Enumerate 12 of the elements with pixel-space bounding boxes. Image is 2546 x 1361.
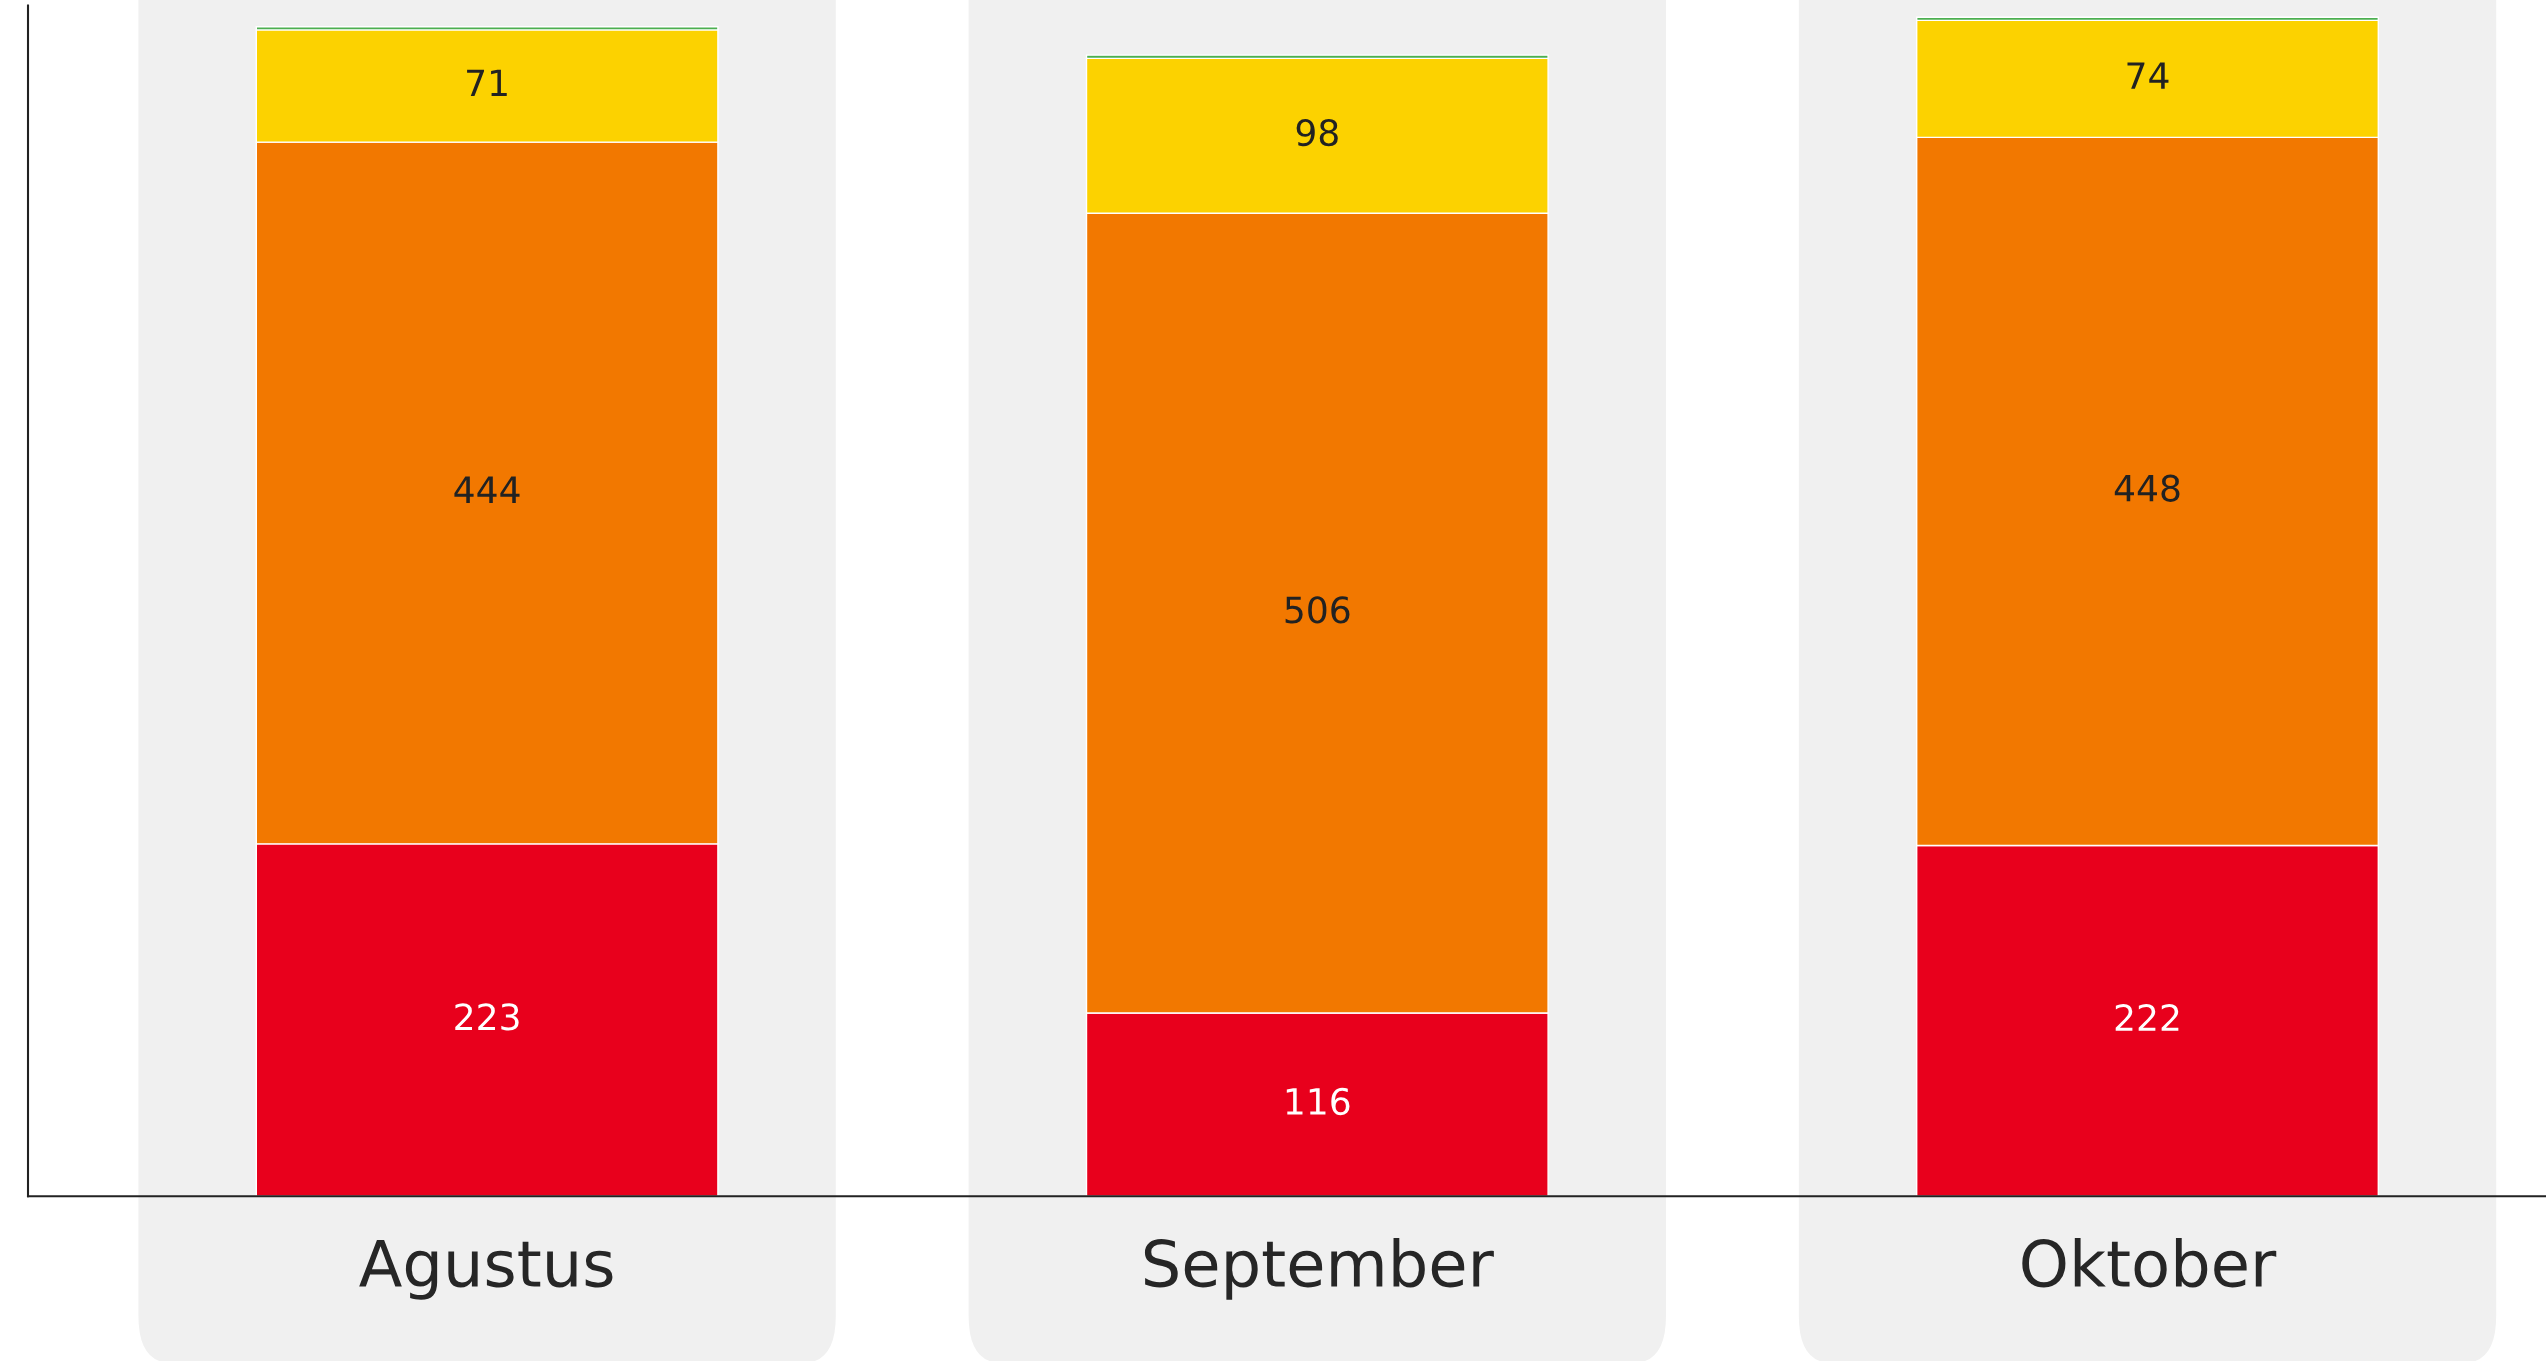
data-label: 74 <box>2127 62 2169 89</box>
data-label: 448 <box>2114 474 2180 502</box>
data-label: 71 <box>467 69 507 96</box>
data-label: 223 <box>455 1003 519 1031</box>
x-tick-label: September <box>1144 1237 1494 1300</box>
data-label: 222 <box>2115 1004 2179 1031</box>
data-label: 444 <box>454 476 520 503</box>
data-label: 506 <box>1285 596 1350 624</box>
data-label: 116 <box>1286 1087 1350 1116</box>
x-tick-label: Agustus <box>359 1239 613 1300</box>
x-tick-label: Oktober <box>2022 1237 2277 1288</box>
data-label: 98 <box>1296 118 1338 147</box>
